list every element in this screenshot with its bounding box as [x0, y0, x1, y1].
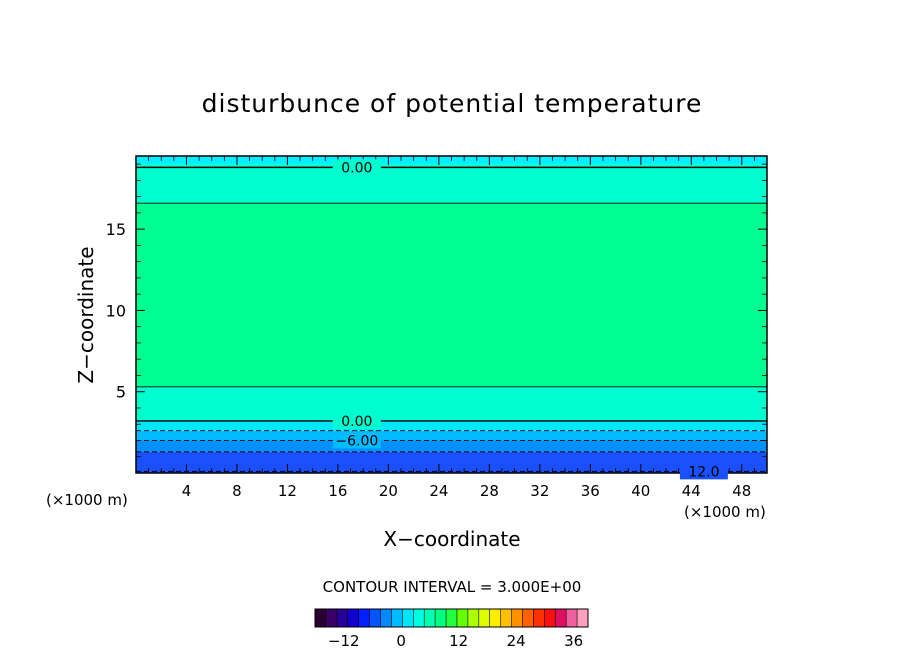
colorbar-swatch-7: [391, 609, 403, 627]
colorbar-swatch-2: [336, 609, 349, 627]
colorbar-tick-label-2: 12: [449, 632, 468, 650]
x-tick-label-12: 12: [278, 482, 297, 500]
contour-interval-note: CONTOUR INTERVAL = 3.000E+00: [323, 578, 582, 596]
x-tick-label-28: 28: [480, 482, 499, 500]
y-unit-label: (×1000 m): [46, 491, 128, 509]
colorbar-swatch-10: [424, 609, 436, 627]
contour-label-5: −6.00: [335, 433, 378, 449]
contour-label-3: 0.00: [341, 414, 372, 430]
contour-band-7: [136, 451, 767, 473]
colorbar-swatch-17: [500, 609, 513, 627]
x-tick-label-16: 16: [328, 482, 347, 500]
y-axis-label: Z−coordinate: [74, 246, 98, 383]
x-unit-label: (×1000 m): [684, 503, 766, 521]
contour-band-6: [136, 440, 767, 452]
colorbar-swatch-16: [489, 609, 502, 627]
contour-label-bg-5: [332, 432, 381, 449]
plot-area: [136, 156, 767, 473]
colorbar-swatch-22: [555, 609, 567, 627]
colorbar-tick-label-4: 36: [564, 632, 583, 650]
colorbar: [314, 609, 589, 627]
contour-label-7: 12.0: [688, 464, 719, 480]
contour-band-1: [136, 164, 767, 204]
x-tick-label-32: 32: [530, 482, 549, 500]
x-tick-labels: 4 8 12 16 20 24 28 32 36 40 44 48: [182, 482, 752, 500]
colorbar-swatch-14: [467, 609, 480, 627]
x-axis-label: X−coordinate: [383, 527, 520, 551]
colorbar-swatch-1: [325, 609, 338, 627]
axis-ticks: [136, 156, 767, 473]
colorbar-swatch-8: [402, 609, 414, 627]
colorbar-swatch-11: [435, 609, 447, 627]
colorbar-swatch-5: [369, 609, 382, 627]
colorbar-swatch-6: [380, 609, 392, 627]
contour-label-bg-0: [332, 159, 381, 176]
colorbar-tick-label-3: 24: [507, 632, 526, 650]
x-tick-label-8: 8: [232, 482, 242, 500]
x-tick-label-40: 40: [631, 482, 650, 500]
filled-contour-bands: [136, 156, 767, 473]
contour-label-bg-3: [332, 412, 381, 429]
colorbar-swatch-3: [347, 609, 360, 627]
colorbar-swatch-15: [478, 609, 491, 627]
colorbar-frame: [314, 608, 589, 628]
y-tick-label-10: 10: [106, 301, 126, 320]
colorbar-swatch-9: [413, 609, 425, 627]
colorbar-swatch-4: [358, 609, 371, 627]
x-tick-label-24: 24: [429, 482, 448, 500]
y-tick-label-5: 5: [116, 383, 126, 402]
x-tick-label-36: 36: [581, 482, 600, 500]
colorbar-swatch-18: [511, 609, 523, 627]
x-tick-label-48: 48: [732, 482, 751, 500]
contour-line-labels: 0.00 0.00 −6.00 12.0: [332, 159, 728, 480]
colorbar-tick-label-0: −12: [328, 632, 360, 650]
x-tick-label-4: 4: [182, 482, 192, 500]
colorbar-tick-label-1: 0: [396, 632, 406, 650]
colorbar-swatch-12: [446, 609, 458, 627]
colorbar-swatch-0: [315, 609, 327, 627]
y-tick-label-15: 15: [106, 220, 126, 239]
colorbar-tick-labels: −12 0 12 24 36: [328, 632, 583, 650]
contour-band-5: [136, 430, 767, 441]
contour-lines: [136, 166, 767, 472]
x-tick-label-20: 20: [379, 482, 398, 500]
contour-label-bg-7: [679, 463, 728, 480]
chart-title: disturbunce of potential temperature: [202, 89, 703, 118]
colorbar-swatch-20: [533, 609, 545, 627]
colorbar-swatch-21: [544, 609, 556, 627]
y-tick-labels: 5 10 15: [106, 220, 126, 402]
contour-band-3: [136, 386, 767, 421]
colorbar-swatch-23: [566, 609, 578, 627]
colorbar-swatch-19: [522, 609, 534, 627]
x-tick-label-44: 44: [682, 482, 701, 500]
contour-band-2: [136, 203, 767, 387]
colorbar-swatch-24: [577, 609, 589, 627]
contour-label-0: 0.00: [341, 160, 372, 176]
contour-band-4: [136, 420, 767, 431]
colorbar-swatch-13: [456, 609, 469, 627]
